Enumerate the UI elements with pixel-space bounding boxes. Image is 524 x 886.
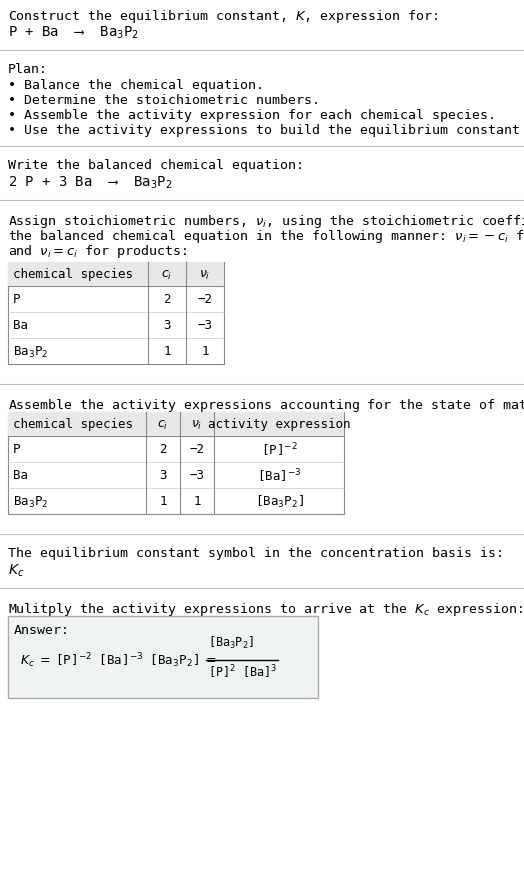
Bar	[8, 413, 344, 515]
Text: [Ba]$^{-3}$: [Ba]$^{-3}$	[257, 467, 301, 485]
Text: Ba: Ba	[13, 469, 28, 482]
Text: Assign stoichiometric numbers, $\nu_i$, using the stoichiometric coefficients, $: Assign stoichiometric numbers, $\nu_i$, …	[8, 213, 524, 229]
Text: Answer:: Answer:	[14, 623, 70, 636]
Text: −2: −2	[198, 293, 213, 307]
Text: [P]$^2$ [Ba]$^3$: [P]$^2$ [Ba]$^3$	[208, 662, 277, 680]
Text: −3: −3	[198, 319, 213, 332]
Text: 3: 3	[163, 319, 171, 332]
Text: Write the balanced chemical equation:: Write the balanced chemical equation:	[8, 159, 304, 172]
Text: 1: 1	[201, 346, 209, 358]
Text: P: P	[13, 293, 20, 307]
Text: • Use the activity expressions to build the equilibrium constant expression.: • Use the activity expressions to build …	[8, 124, 524, 136]
Bar	[8, 263, 224, 287]
Text: [Ba$_3$P$_2$]: [Ba$_3$P$_2$]	[255, 494, 303, 509]
Text: The equilibrium constant symbol in the concentration basis is:: The equilibrium constant symbol in the c…	[8, 547, 504, 559]
Text: −3: −3	[190, 469, 204, 482]
Text: P: P	[13, 443, 20, 456]
Text: Assemble the activity expressions accounting for the state of matter and $\nu_i$: Assemble the activity expressions accoun…	[8, 397, 524, 414]
Text: 3: 3	[159, 469, 167, 482]
Text: $c_i$: $c_i$	[161, 268, 172, 281]
Text: [P]$^{-2}$: [P]$^{-2}$	[260, 440, 297, 458]
Text: • Assemble the activity expression for each chemical species.: • Assemble the activity expression for e…	[8, 109, 496, 122]
Bar	[8, 263, 224, 364]
Bar	[8, 413, 344, 437]
Text: Ba$_3$P$_2$: Ba$_3$P$_2$	[13, 494, 48, 509]
Text: $K_c$: $K_c$	[8, 563, 24, 579]
Text: Construct the equilibrium constant, $K$, expression for:: Construct the equilibrium constant, $K$,…	[8, 8, 438, 25]
Text: 1: 1	[193, 495, 201, 508]
Text: the balanced chemical equation in the following manner: $\nu_i = -c_i$ for react: the balanced chemical equation in the fo…	[8, 228, 524, 245]
Text: chemical species: chemical species	[13, 268, 133, 281]
Text: 2: 2	[159, 443, 167, 456]
Text: and $\nu_i = c_i$ for products:: and $\nu_i = c_i$ for products:	[8, 243, 187, 260]
Text: 1: 1	[159, 495, 167, 508]
Text: $K_c\;=\;$[P]$^{-2}$ [Ba]$^{-3}$ [Ba$_3$P$_2$]$\;=\;$: $K_c\;=\;$[P]$^{-2}$ [Ba]$^{-3}$ [Ba$_3$…	[20, 651, 217, 670]
Text: Plan:: Plan:	[8, 63, 48, 76]
Text: −2: −2	[190, 443, 204, 456]
Text: $c_i$: $c_i$	[157, 418, 169, 431]
Text: $\nu_i$: $\nu_i$	[199, 268, 211, 281]
Text: 2 P + 3 Ba  ⟶  Ba$_3$P$_2$: 2 P + 3 Ba ⟶ Ba$_3$P$_2$	[8, 175, 172, 191]
Text: [Ba$_3$P$_2$]: [Ba$_3$P$_2$]	[208, 634, 254, 650]
Bar	[8, 617, 318, 698]
Text: Ba: Ba	[13, 319, 28, 332]
Text: 2: 2	[163, 293, 171, 307]
Text: • Balance the chemical equation.: • Balance the chemical equation.	[8, 79, 264, 92]
Text: P + Ba  ⟶  Ba$_3$P$_2$: P + Ba ⟶ Ba$_3$P$_2$	[8, 25, 139, 42]
Text: 1: 1	[163, 346, 171, 358]
Text: activity expression: activity expression	[208, 418, 350, 431]
Text: Ba$_3$P$_2$: Ba$_3$P$_2$	[13, 344, 48, 359]
Text: Mulitply the activity expressions to arrive at the $K_c$ expression:: Mulitply the activity expressions to arr…	[8, 601, 523, 618]
Text: • Determine the stoichiometric numbers.: • Determine the stoichiometric numbers.	[8, 94, 320, 107]
Text: $\nu_i$: $\nu_i$	[191, 418, 203, 431]
Text: chemical species: chemical species	[13, 418, 133, 431]
